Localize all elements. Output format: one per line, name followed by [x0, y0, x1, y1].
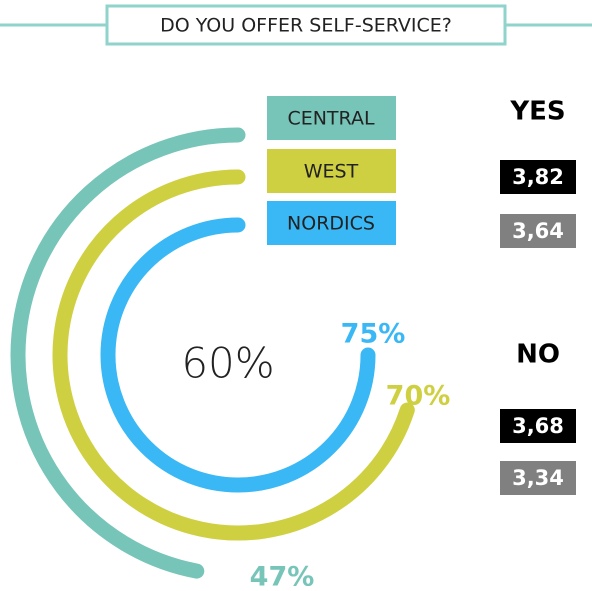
legend-label: NORDICS [287, 213, 375, 235]
center-value: 60% [181, 339, 274, 388]
score-label: 3,64 [512, 219, 564, 243]
score-box [500, 461, 576, 495]
legend-label: WEST [304, 161, 359, 183]
legend-swatch [267, 96, 396, 140]
legend-swatch [267, 149, 396, 193]
score-box [500, 409, 576, 443]
score-box [500, 214, 576, 248]
group-label: NO [516, 340, 560, 370]
score-box [500, 160, 576, 194]
score-label: 3,82 [512, 165, 564, 189]
title-box [105, 4, 507, 46]
score-label: 3,34 [512, 466, 564, 490]
value-label: 75% [341, 319, 406, 350]
chart-title: DO YOU OFFER SELF-SERVICE? [160, 15, 452, 37]
legend-swatch [267, 201, 396, 245]
radial-bar [100, 217, 376, 493]
radial-bar [52, 169, 415, 541]
group-label: YES [509, 97, 565, 127]
value-label: 70% [386, 381, 451, 412]
radial-bar [10, 127, 246, 579]
legend-label: CENTRAL [287, 108, 375, 130]
score-label: 3,68 [512, 414, 564, 438]
value-label: 47% [250, 562, 315, 591]
